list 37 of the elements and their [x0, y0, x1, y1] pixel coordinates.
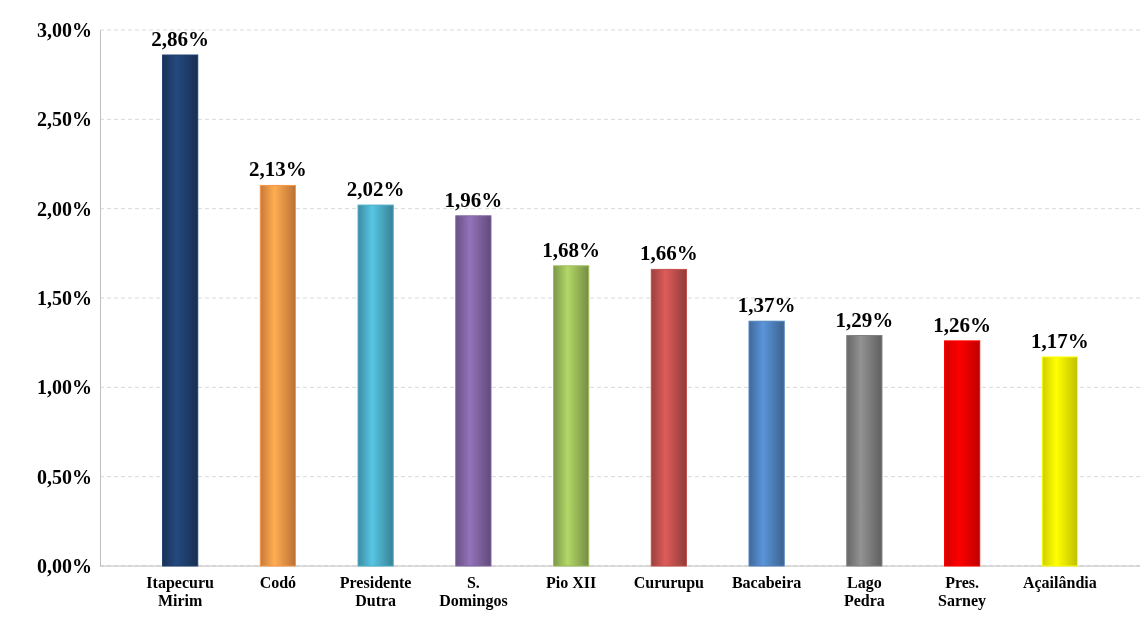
bar	[259, 184, 296, 567]
bar	[944, 340, 981, 567]
x-tick-label: Lago Pedra	[843, 574, 885, 609]
data-label: 1,66%	[640, 241, 698, 266]
x-tick-label: Pres. Sarney	[938, 574, 987, 610]
bar	[455, 215, 492, 567]
x-tick-label: S. Domingos	[439, 574, 508, 610]
data-label: 1,26%	[933, 312, 991, 337]
y-tick-label: 2,00%	[37, 197, 92, 220]
y-tick-label: 1,50%	[37, 286, 92, 309]
y-tick-label: 0,50%	[37, 465, 92, 488]
x-tick-label: Presidente Dutra	[339, 574, 412, 609]
bar	[748, 320, 785, 567]
x-tick-label: Pio XII	[546, 574, 597, 591]
data-label: 2,86%	[151, 27, 210, 52]
bar	[357, 204, 394, 567]
data-label: 2,02%	[346, 177, 405, 202]
data-label: 1,17%	[1030, 328, 1089, 353]
x-tick-label: Cururupu	[633, 574, 705, 592]
data-label: 1,68%	[542, 237, 600, 262]
y-tick-label: 1,00%	[37, 376, 92, 399]
bar	[553, 265, 590, 567]
bar	[650, 268, 687, 567]
bar	[1041, 356, 1078, 567]
x-tick-label: Itapecuru Mirim	[146, 574, 215, 609]
x-tick-label: Açailândia	[1022, 574, 1097, 592]
data-label: 1,96%	[444, 187, 503, 212]
x-tick-label: Bacabeira	[731, 574, 802, 591]
x-tick-label: Codó	[259, 574, 297, 591]
data-label: 2,13%	[249, 157, 307, 182]
data-label: 1,37%	[737, 293, 796, 318]
y-tick-label: 0,00%	[37, 554, 92, 577]
bar	[846, 335, 883, 567]
y-tick-label: 3,00%	[37, 18, 92, 41]
data-label: 1,29%	[835, 307, 894, 332]
bar	[162, 54, 199, 567]
y-tick-label: 2,50%	[37, 108, 92, 131]
